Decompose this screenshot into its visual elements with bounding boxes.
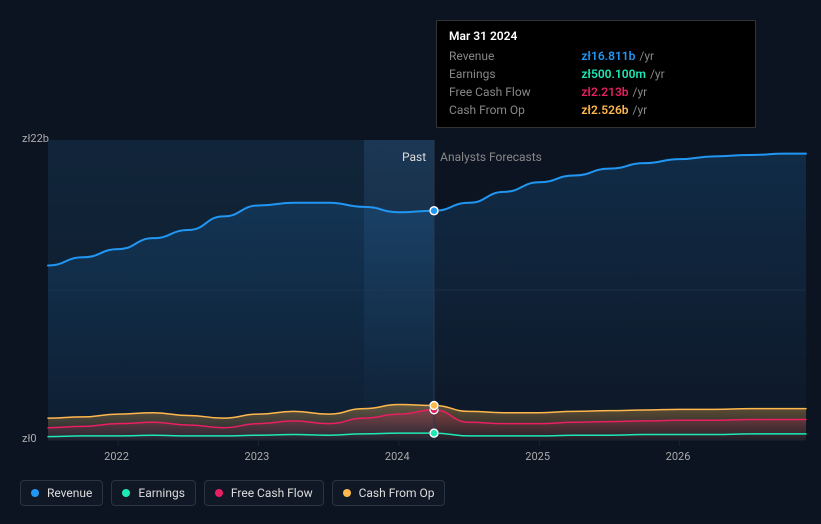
tooltip-row-value: zł2.213b <box>581 85 628 99</box>
tooltip-row: Earningszł500.100m/yr <box>449 65 743 83</box>
tooltip-row-label: Earnings <box>449 65 581 83</box>
x-axis-tick-label: 2024 <box>385 450 410 463</box>
legend-item-cash_from_op[interactable]: Cash From Op <box>332 480 446 506</box>
tooltip-row-value: zł2.526b <box>581 103 628 117</box>
section-label-forecast: Analysts Forecasts <box>440 150 542 164</box>
tooltip-row: Cash From Opzł2.526b/yr <box>449 101 743 119</box>
tooltip-date: Mar 31 2024 <box>449 29 743 43</box>
tooltip-row-unit: /yr <box>629 103 648 117</box>
tooltip-row-unit: /yr <box>646 67 665 81</box>
tooltip-row-value: zł16.811b <box>581 49 635 63</box>
legend-dot-icon <box>343 489 351 497</box>
y-axis-tick-label: zł22b <box>22 132 49 145</box>
tooltip-row-unit: /yr <box>635 49 654 63</box>
section-label-past: Past <box>402 150 426 164</box>
legend-item-label: Cash From Op <box>359 486 435 500</box>
chart-tooltip: Mar 31 2024Revenuezł16.811b/yrEarningszł… <box>436 20 756 128</box>
financial-chart: 2022 2023 2024 2025 2026 zł0 zł22b Past Analysts… <box>0 0 821 524</box>
legend-item-label: Free Cash Flow <box>231 486 313 500</box>
section-labels: Past Analysts Forecasts <box>402 150 542 164</box>
legend-item-fcf[interactable]: Free Cash Flow <box>204 480 324 506</box>
x-axis-tick-label: 2026 <box>666 450 691 463</box>
tooltip-row-label: Revenue <box>449 47 581 65</box>
legend-dot-icon <box>31 489 39 497</box>
x-axis-tick-label: 2025 <box>525 450 550 463</box>
legend-dot-icon <box>122 489 130 497</box>
legend-item-earnings[interactable]: Earnings <box>111 480 196 506</box>
tooltip-row: Revenuezł16.811b/yr <box>449 47 743 65</box>
chart-legend: Revenue Earnings Free Cash Flow Cash From O… <box>20 480 445 506</box>
legend-dot-icon <box>215 489 223 497</box>
x-axis-tick-label: 2022 <box>104 450 129 463</box>
legend-item-label: Revenue <box>47 486 92 500</box>
x-axis-tick-label: 2023 <box>245 450 270 463</box>
tooltip-row-unit: /yr <box>629 85 648 99</box>
legend-item-revenue[interactable]: Revenue <box>20 480 103 506</box>
tooltip-row: Free Cash Flowzł2.213b/yr <box>449 83 743 101</box>
tooltip-row-value: zł500.100m <box>581 67 646 81</box>
tooltip-row-label: Free Cash Flow <box>449 83 581 101</box>
tooltip-row-label: Cash From Op <box>449 101 581 119</box>
y-axis-tick-label: zł0 <box>22 432 37 445</box>
legend-item-label: Earnings <box>138 486 185 500</box>
